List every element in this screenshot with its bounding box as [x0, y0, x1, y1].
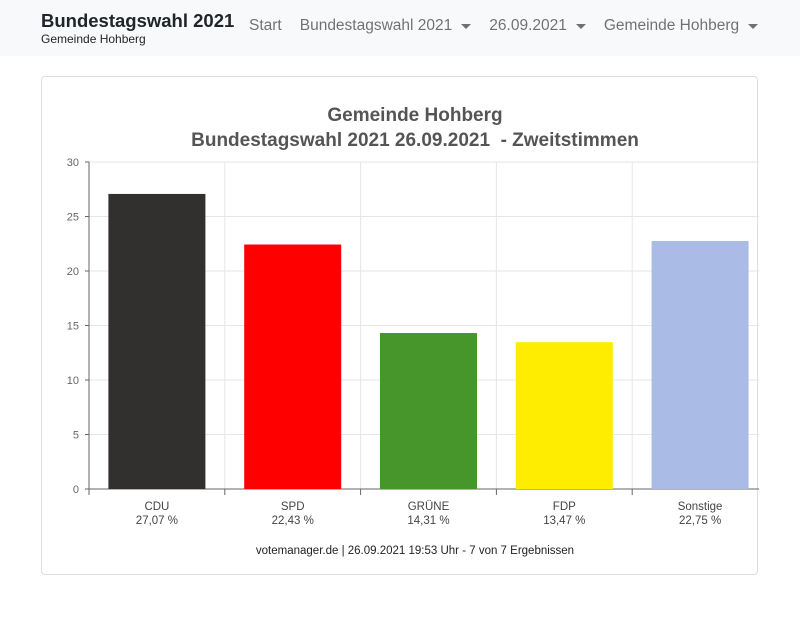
bar-chart: Gemeinde Hohberg Bundestagswahl 2021 26.…: [67, 105, 769, 557]
brand-title[interactable]: Bundestagswahl 2021: [41, 10, 235, 31]
nav-election-dropdown[interactable]: Bundestagswahl 2021: [300, 17, 472, 35]
nav-menu: Start Bundestagswahl 2021 26.09.2021 Gem…: [249, 17, 759, 35]
brand-subtitle: Gemeinde Hohberg: [41, 32, 146, 46]
brand[interactable]: Bundestagswahl 2021 Gemeinde Hohberg: [41, 10, 234, 46]
chevron-down-icon: [461, 23, 472, 29]
nav-area-dropdown[interactable]: Gemeinde Hohberg: [603, 17, 759, 35]
nav-area-label: Gemeinde Hohberg: [603, 17, 740, 34]
bar-cdu[interactable]: [108, 193, 206, 489]
y-tick-label: 5: [73, 430, 79, 442]
bar-gr-ne[interactable]: [380, 333, 477, 489]
x-category-label: GRÜNE: [408, 501, 450, 513]
x-value-label: 22,75 %: [679, 515, 721, 527]
bar-spd[interactable]: [244, 244, 342, 489]
nav-start-label: Start: [249, 17, 282, 34]
x-value-label: 13,47 %: [543, 515, 585, 527]
nav-start-link[interactable]: Start: [249, 17, 282, 35]
chart-card: Gemeinde Hohberg Bundestagswahl 2021 26.…: [41, 76, 769, 575]
x-value-label: 27,07 %: [136, 515, 178, 527]
chart-title-line2: Bundestagswahl 2021 26.09.2021 - Zweitst…: [191, 130, 639, 151]
nav-date-dropdown[interactable]: 26.09.2021: [489, 17, 586, 35]
y-tick-label: 0: [73, 484, 79, 496]
x-category-label: FDP: [553, 501, 576, 513]
chevron-down-icon: [575, 23, 586, 29]
y-tick-label: 10: [67, 375, 79, 387]
chart-title-line1: Gemeinde Hohberg: [327, 105, 502, 126]
nav-date-label: 26.09.2021: [489, 17, 567, 34]
y-tick-label: 15: [67, 321, 79, 333]
x-value-label: 14,31 %: [407, 515, 449, 527]
y-tick-label: 20: [67, 266, 79, 278]
y-tick-label: 30: [67, 157, 79, 169]
navbar: Bundestagswahl 2021 Gemeinde Hohberg Sta…: [0, 0, 800, 56]
bar-sonstige[interactable]: [651, 241, 749, 489]
nav-election-label: Bundestagswahl 2021: [299, 17, 453, 34]
bar-fdp[interactable]: [515, 342, 613, 489]
x-category-label: Sonstige: [678, 501, 723, 513]
y-tick-label: 25: [67, 212, 79, 224]
chevron-down-icon: [748, 23, 759, 29]
x-value-label: 22,43 %: [272, 515, 314, 527]
x-category-label: CDU: [144, 501, 169, 513]
chart-footer: votemanager.de | 26.09.2021 19:53 Uhr - …: [256, 545, 574, 557]
x-category-label: SPD: [281, 501, 305, 513]
